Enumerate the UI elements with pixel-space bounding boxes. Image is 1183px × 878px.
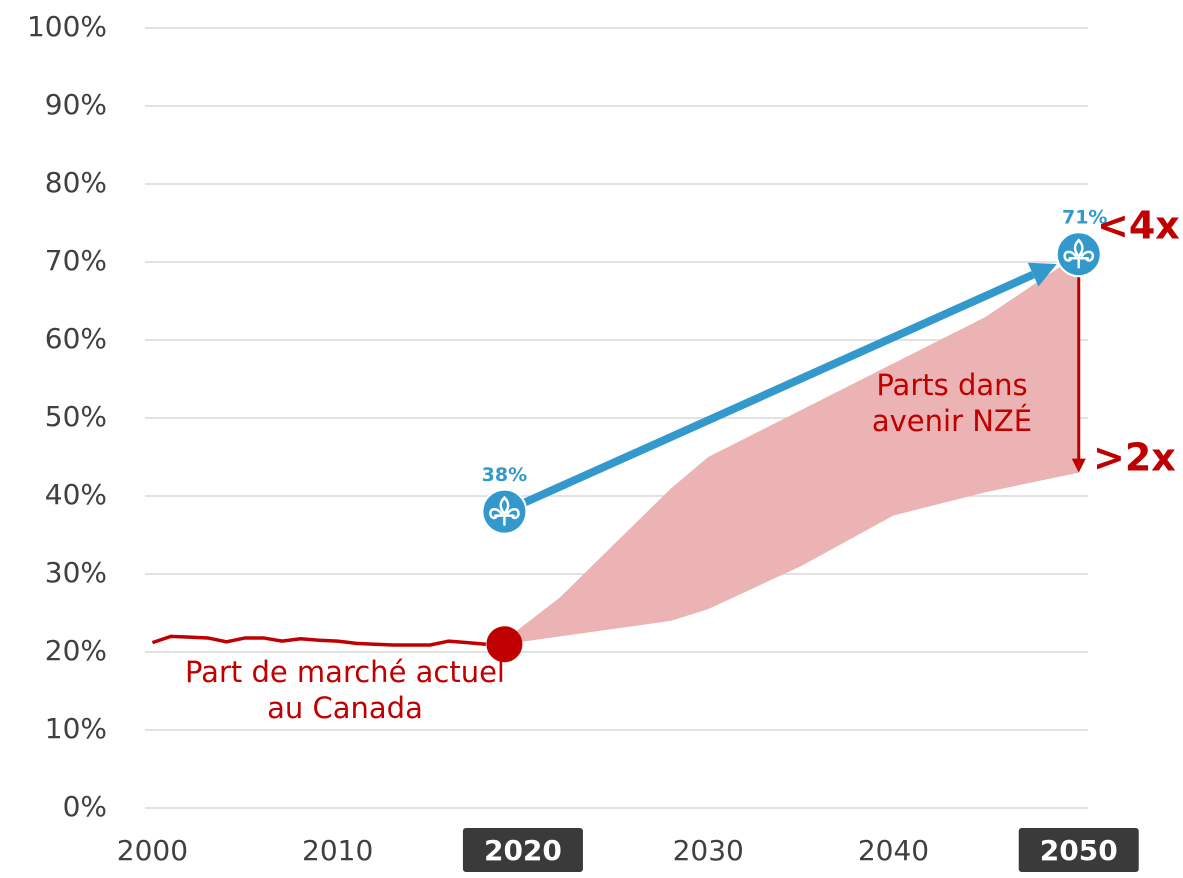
x-tick-label: 2000 [117, 834, 188, 867]
quebec-arrow [502, 270, 1035, 516]
y-tick-label: 0% [63, 790, 107, 823]
current-point [486, 626, 523, 663]
y-tick-label: 30% [45, 556, 107, 589]
y-tick-label: 90% [45, 88, 107, 121]
quebec-arrow-head [1027, 262, 1057, 287]
nze-share-label: avenir NZÉ [872, 404, 1032, 438]
fleur-de-lis [489, 495, 520, 526]
x-tick-label: 2010 [302, 834, 373, 867]
y-tick-label: 60% [45, 322, 107, 355]
y-tick-label: 70% [45, 244, 107, 277]
x-tick-label: 2050 [1040, 834, 1118, 867]
y-tick-label: 10% [45, 712, 107, 745]
nze-band [504, 254, 1079, 645]
range-arrow-head [1071, 458, 1086, 473]
y-tick-label: 40% [45, 478, 107, 511]
x-tick-highlight [1018, 828, 1139, 872]
current-market-label: au Canada [267, 691, 423, 725]
current-market-label: Part de marché actuel [185, 655, 505, 689]
lower-ratio: >2x [1093, 436, 1176, 480]
value-label: 38% [482, 464, 527, 486]
upper-ratio: <4x [1097, 204, 1180, 248]
y-tick-label: 80% [45, 166, 107, 199]
fleur-de-lis [1063, 238, 1094, 269]
x-tick-label: 2020 [484, 834, 562, 867]
nze-share-label: Parts dans [876, 368, 1027, 402]
x-tick-highlight [462, 828, 583, 872]
y-tick-label: 100% [27, 10, 107, 43]
value-label: 71% [1062, 207, 1107, 229]
y-tick-label: 20% [45, 634, 107, 667]
y-tick-label: 50% [45, 400, 107, 433]
x-tick-label: 2030 [673, 834, 744, 867]
history-line [151, 634, 487, 647]
x-tick-label: 2040 [858, 834, 929, 867]
